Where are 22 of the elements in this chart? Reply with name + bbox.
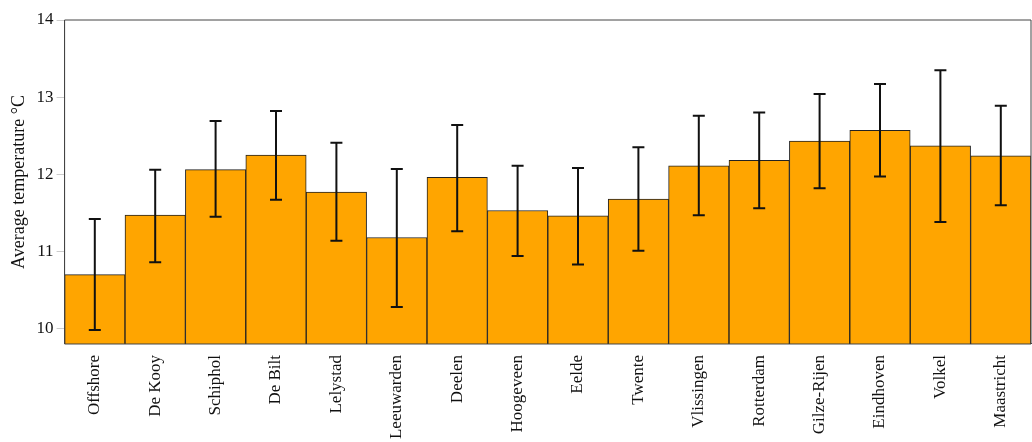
x-tick-label: Twente [627, 355, 647, 405]
x-tick-label: De Kooy [144, 354, 164, 417]
x-tick-label: Rotterdam [748, 355, 768, 427]
y-tick-label: 11 [37, 240, 54, 260]
y-axis-title: Average temperature °C [7, 95, 28, 269]
x-tick-label: Eelde [567, 355, 587, 394]
x-tick-label: Vlissingen [688, 354, 708, 428]
x-tick-label: Volkel [929, 354, 949, 400]
x-tick-label: Schiphol [205, 354, 225, 416]
y-tick-label: 12 [36, 163, 54, 183]
x-tick-label: Lelystad [325, 354, 345, 414]
x-tick-label: Gilze-Rijen [809, 354, 829, 435]
x-tick-label: De Bilt [265, 354, 285, 405]
x-tick-label: Maastricht [990, 354, 1010, 428]
y-tick-label: 13 [36, 86, 54, 106]
y-tick-label: 10 [36, 318, 54, 338]
x-tick-label: Offshore [84, 355, 104, 416]
x-tick-label: Deelen [446, 354, 466, 404]
x-tick-label: Leeuwarden [386, 354, 406, 440]
x-tick-label: Hoogeveen [507, 354, 527, 433]
y-tick-label: 14 [36, 9, 55, 29]
x-tick-label: Eindhoven [869, 354, 889, 429]
